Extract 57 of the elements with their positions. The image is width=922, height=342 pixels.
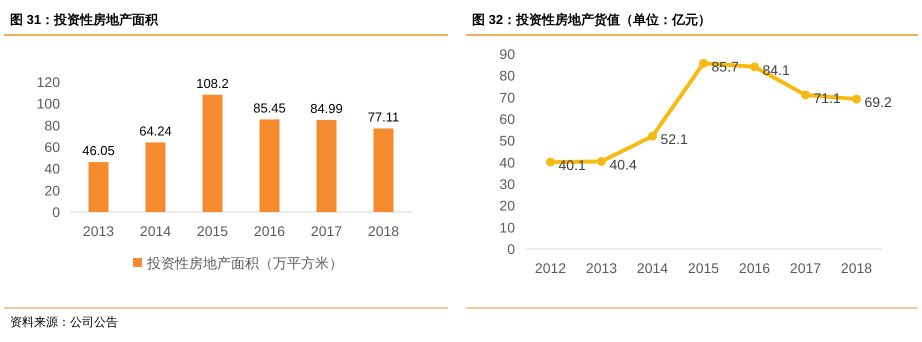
point: [801, 90, 810, 100]
text: 资料来源：公司公告: [10, 315, 118, 329]
data-label: 52.1: [660, 131, 688, 148]
y-tick-label: 50: [499, 132, 516, 149]
x-tick-label: 2018: [840, 260, 872, 276]
bar: [260, 119, 280, 212]
data-label: 40.4: [610, 156, 637, 172]
y-tick-label: 80: [44, 117, 60, 134]
point: [852, 94, 861, 104]
bar: [374, 128, 394, 212]
x-tick-label: 2017: [790, 260, 822, 276]
y-tick-label: 30: [499, 176, 516, 192]
y-tick-label: 90: [499, 46, 516, 62]
y-tick-label: 40: [499, 154, 516, 170]
data-label: 64.24: [139, 123, 172, 138]
x-tick-label: 2013: [82, 223, 114, 239]
y-tick-label: 100: [36, 96, 60, 112]
x-tick-label: 2014: [636, 260, 668, 276]
y-tick-label: 0: [507, 241, 516, 257]
data-label: 46.05: [82, 143, 115, 158]
bar: [146, 142, 166, 212]
data-label: 84.99: [310, 100, 343, 116]
x-tick-label: 2016: [738, 260, 770, 276]
y-tick-label: 70: [499, 89, 516, 106]
data-label: 85.45: [253, 100, 286, 116]
chart-title: 图 32：投资性房地产货值（单位：亿元）: [472, 12, 712, 27]
x-tick-label: 2018: [368, 223, 400, 239]
x-tick-label: 2016: [254, 223, 286, 239]
bar: [88, 162, 108, 212]
data-label: 84.1: [762, 62, 790, 78]
y-tick-label: 0: [52, 204, 60, 220]
point: [699, 58, 708, 68]
x-tick-label: 2015: [688, 260, 720, 276]
bar: [202, 94, 222, 212]
x-tick-label: 2012: [534, 260, 566, 276]
point: [750, 62, 759, 72]
bar: [316, 120, 336, 212]
y-tick-label: 10: [499, 219, 516, 236]
legend-label: 投资性房地产面积（万平方米）: [146, 255, 343, 271]
chart-title: 图 31：投资性房地产面积: [10, 12, 160, 27]
point: [648, 132, 657, 141]
data-label: 77.11: [368, 109, 400, 124]
y-tick-label: 40: [44, 160, 60, 177]
x-tick-label: 2014: [140, 223, 172, 239]
point: [546, 158, 555, 167]
y-tick-label: 20: [499, 198, 516, 214]
x-tick-label: 2013: [586, 260, 618, 276]
x-tick-label: 2015: [196, 223, 228, 239]
point: [597, 156, 606, 166]
y-tick-label: 60: [44, 139, 60, 155]
x-tick-label: 2017: [310, 223, 342, 239]
data-label: 69.2: [864, 94, 892, 110]
y-tick-label: 120: [36, 74, 60, 90]
y-tick-label: 80: [499, 68, 516, 84]
data-label: 108.2: [196, 76, 229, 91]
y-tick-label: 20: [44, 182, 60, 198]
y-tick-label: 60: [499, 111, 516, 127]
